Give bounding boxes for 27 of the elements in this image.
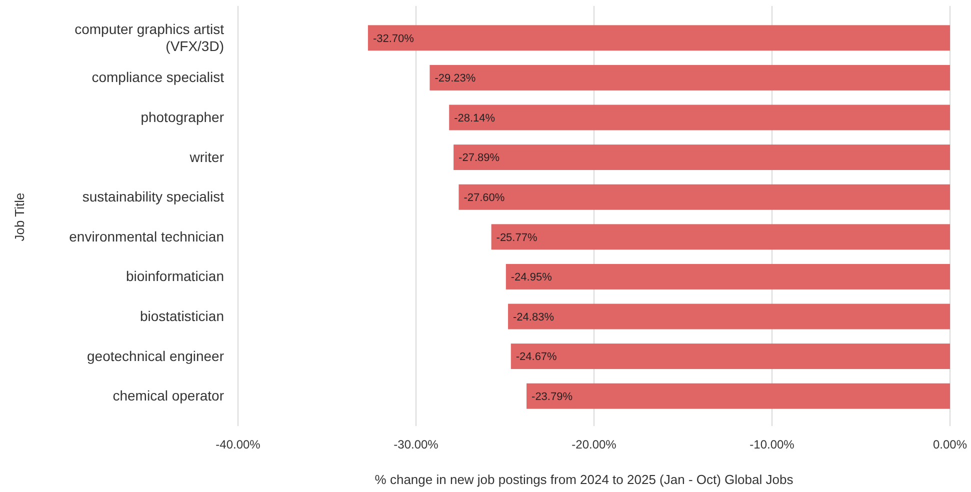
x-tick-label: -10.00% xyxy=(750,438,795,452)
data-label: -27.60% xyxy=(464,192,505,204)
y-tick-label: chemical operator xyxy=(112,388,224,404)
data-label: -23.79% xyxy=(532,390,573,403)
data-label: -28.14% xyxy=(454,112,496,124)
x-tick-label: 0.00% xyxy=(932,438,968,452)
x-tick-label: -30.00% xyxy=(394,438,439,452)
data-label: -24.67% xyxy=(516,351,558,364)
y-tick-label: geotechnical engineer xyxy=(87,348,224,364)
y-tick-label: photographer xyxy=(140,108,224,125)
y-tick-label: environmental technician xyxy=(69,228,224,244)
data-label: -25.77% xyxy=(496,232,538,244)
x-tick-label: -40.00% xyxy=(216,438,261,452)
y-tick-label: writer xyxy=(188,148,224,165)
data-label: -29.23% xyxy=(434,72,476,85)
data-label: -24.83% xyxy=(513,311,554,324)
data-label: -32.70% xyxy=(372,32,414,45)
y-tick-label: bioinformatician xyxy=(126,268,224,284)
x-tick-label: -20.00% xyxy=(572,438,617,452)
y-tick-label: sustainability specialist xyxy=(82,188,224,205)
y-tick-label: biostatistician xyxy=(140,308,224,324)
data-label: -27.89% xyxy=(458,152,500,164)
y-tick-label: computer graphics artist (VFX/3D) xyxy=(74,20,224,54)
y-tick-label: compliance specialist xyxy=(92,69,224,86)
x-axis-title: % change in new job postings from 2024 to 2025 (Jan - Oct) Global Jobs xyxy=(374,472,794,487)
data-label: -24.95% xyxy=(510,272,552,284)
y-axis-title: Job Title xyxy=(12,192,27,242)
